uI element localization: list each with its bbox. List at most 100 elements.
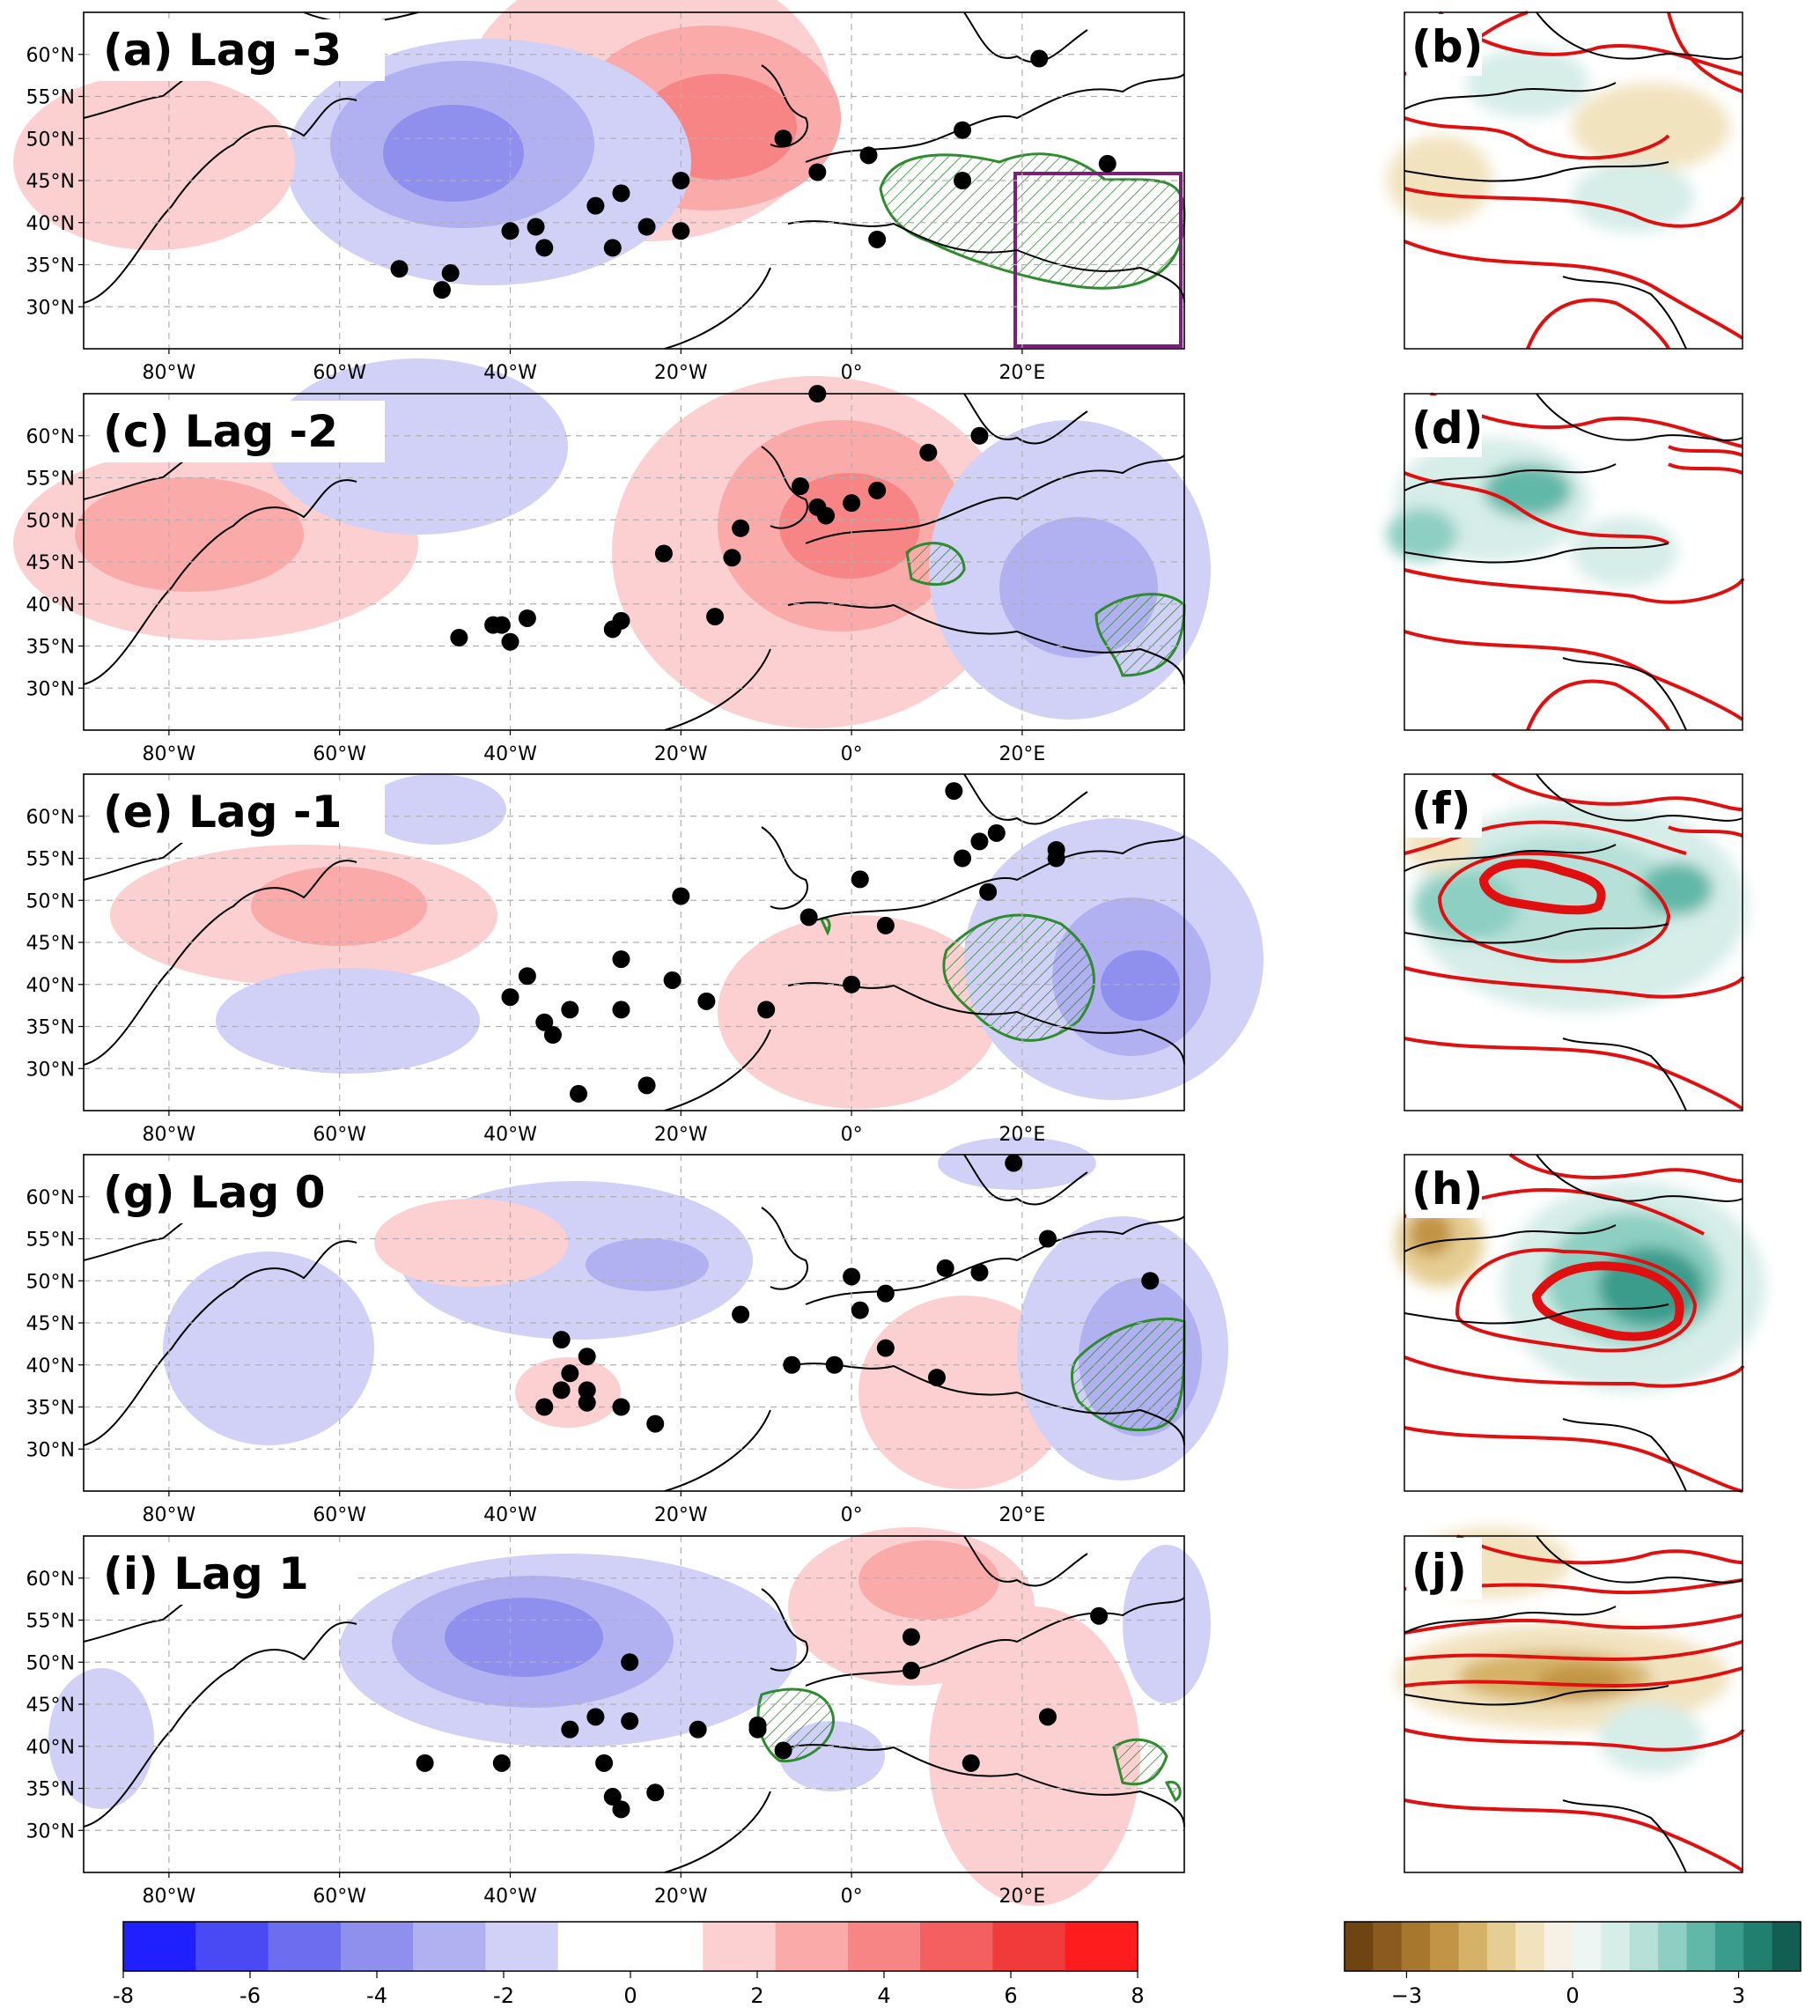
lat-tick-label: 30°N — [26, 297, 75, 319]
height-contours — [1404, 392, 1744, 731]
event-marker — [518, 609, 536, 627]
event-marker — [450, 628, 468, 646]
lat-tick-label: 55°N — [26, 87, 75, 109]
lat-tick-label: 35°N — [26, 1017, 75, 1039]
event-marker — [501, 222, 519, 240]
side-panel-overlay: (b) — [1406, 14, 1484, 76]
colorbar-tick-label: -6 — [239, 1983, 261, 2008]
event-marker — [748, 1720, 767, 1739]
panel-label-bg — [1406, 1156, 1482, 1218]
colorbar-segment — [268, 1922, 342, 1971]
lat-tick-label: 30°N — [26, 678, 75, 700]
panel-label: (i) Lag 1 — [103, 1548, 309, 1599]
event-marker — [492, 616, 511, 634]
lon-tick-label: 0° — [841, 1886, 863, 1908]
panel-label-bg — [94, 19, 385, 81]
event-marker — [902, 1661, 920, 1680]
coastlines — [83, 393, 1185, 731]
event-marker — [876, 1284, 895, 1303]
colorbar-segment — [1544, 1922, 1573, 1971]
lat-tick-label: 60°N — [26, 426, 75, 448]
colorbar-segment — [1743, 1922, 1773, 1971]
significance-hatch — [820, 913, 1095, 1042]
event-marker — [843, 494, 861, 513]
panel-label: (e) Lag -1 — [103, 786, 342, 838]
main-panel-overlay: 60°N 55°N 50°N 45°N 40°N 35°N 30°N 80°W 60°W 40°W… — [26, 385, 1185, 765]
colorbar-tick-label: 2 — [750, 1983, 763, 2008]
colorbar-segment — [1345, 1922, 1374, 1971]
coastlines — [83, 773, 1185, 1111]
event-marker — [1005, 1154, 1023, 1172]
colorbar-segment — [1458, 1922, 1488, 1971]
lon-tick-label: 40°W — [483, 1504, 537, 1526]
event-marker — [432, 281, 451, 299]
event-marker — [390, 260, 409, 278]
colorbar-tick-label: 4 — [877, 1983, 890, 2008]
colorbar-segment — [1772, 1922, 1802, 1971]
lon-tick-label: 60°W — [313, 1504, 366, 1526]
lon-tick-label: 60°W — [313, 1124, 366, 1146]
event-marker — [672, 887, 690, 905]
event-marker — [535, 239, 554, 257]
event-marker — [808, 163, 827, 181]
event-marker — [1141, 1272, 1160, 1290]
lon-tick-label: 0° — [841, 1124, 863, 1146]
colorbar-segment — [195, 1922, 269, 1971]
colorbar-segment — [630, 1922, 704, 1971]
colorbar-segment — [1714, 1922, 1744, 1971]
event-marker — [646, 1783, 665, 1802]
event-marker — [723, 549, 741, 567]
lat-tick-label: 35°N — [26, 1398, 75, 1420]
colorbar-segment — [1430, 1922, 1459, 1971]
lon-tick-label: 40°W — [483, 1124, 537, 1146]
lat-tick-label: 45°N — [26, 1313, 75, 1335]
panel-label-bg — [94, 781, 385, 843]
lon-tick-label: 20°E — [998, 1124, 1045, 1146]
event-marker — [1038, 1708, 1057, 1726]
event-marker — [1047, 849, 1065, 868]
colorbar-tick-label: 8 — [1131, 1983, 1144, 2008]
lat-tick-label: 60°N — [26, 807, 75, 829]
event-marker — [654, 544, 673, 563]
panel-label-bg — [1406, 776, 1482, 838]
generated-main-layers: 60°N 55°N 50°N 45°N 40°N 35°N 30°N 80°W 60°W 40°W… — [26, 11, 1185, 1908]
event-marker — [586, 196, 605, 215]
lat-tick-label: 40°N — [26, 594, 75, 617]
event-marker — [416, 1754, 434, 1772]
event-marker — [586, 1708, 605, 1726]
event-marker — [646, 1414, 665, 1433]
event-marker — [919, 443, 938, 462]
lat-tick-label: 45°N — [26, 552, 75, 574]
colorbar-segment — [1515, 1922, 1545, 1971]
lat-tick-label: 50°N — [26, 1271, 75, 1293]
significance-hatch — [905, 542, 1186, 677]
event-marker — [1098, 154, 1116, 173]
lat-tick-label: 45°N — [26, 933, 75, 955]
lat-tick-label: 60°N — [26, 45, 75, 67]
event-marker — [535, 1013, 554, 1031]
colorbar-segment — [847, 1922, 921, 1971]
lat-tick-label: 45°N — [26, 1695, 75, 1717]
event-marker — [697, 992, 716, 1010]
side-panel-label: (h) — [1411, 1163, 1483, 1215]
colorbar-segment — [1486, 1922, 1516, 1971]
event-marker — [501, 988, 519, 1007]
colorbar-tick-label: 0 — [623, 1983, 637, 2008]
event-marker — [612, 1001, 630, 1019]
lon-tick-label: 80°W — [143, 1504, 196, 1526]
lat-tick-label: 60°N — [26, 1569, 75, 1591]
event-marker — [689, 1720, 707, 1739]
event-marker — [561, 1720, 579, 1739]
lat-tick-label: 40°N — [26, 1355, 75, 1377]
side-panel-overlay: (f) — [1406, 776, 1482, 838]
lat-tick-label: 55°N — [26, 1230, 75, 1252]
domain-box — [1013, 172, 1183, 348]
colorbar-tick-label: -8 — [113, 1983, 134, 2008]
colorbar-segment — [920, 1922, 993, 1971]
lat-tick-label: 50°N — [26, 129, 75, 151]
lon-tick-label: 80°W — [143, 1886, 196, 1908]
panel-label-bg — [94, 1543, 357, 1605]
event-marker — [578, 1393, 596, 1412]
lat-tick-label: 35°N — [26, 1779, 75, 1801]
